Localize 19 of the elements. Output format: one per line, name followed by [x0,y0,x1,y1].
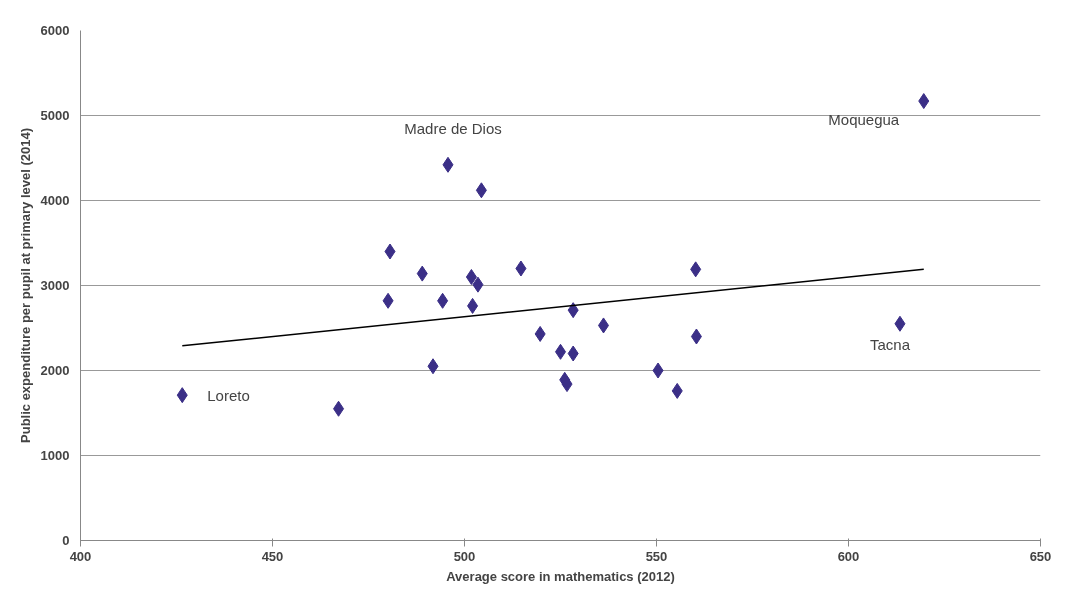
annotation: Madre de Dios [404,119,502,137]
y-tick-label: 5000 [40,108,70,123]
annotation: Loreto [207,386,250,404]
annotation: Moquegua [828,111,900,129]
y-tick-label: 2000 [40,363,70,378]
x-tick-label: 400 [69,548,92,564]
x-tick-label: 600 [837,548,860,564]
x-tick-label: 450 [261,548,284,564]
x-axis-title: Average score in mathematics (2012) [446,568,675,584]
annotation: Tacna [869,335,911,353]
y-tick-label: 3000 [40,278,70,293]
x-tick-label: 550 [645,548,668,564]
x-tick-label: 650 [1029,548,1052,564]
y-tick-label: 0 [62,533,70,548]
y-tick-label: 1000 [40,448,70,463]
y-axis-title: Public expenditure per pupil at primary level (2014) [17,127,33,443]
y-tick-label: 6000 [40,23,70,38]
x-tick-label: 500 [453,548,476,564]
y-tick-label: 4000 [40,193,70,208]
